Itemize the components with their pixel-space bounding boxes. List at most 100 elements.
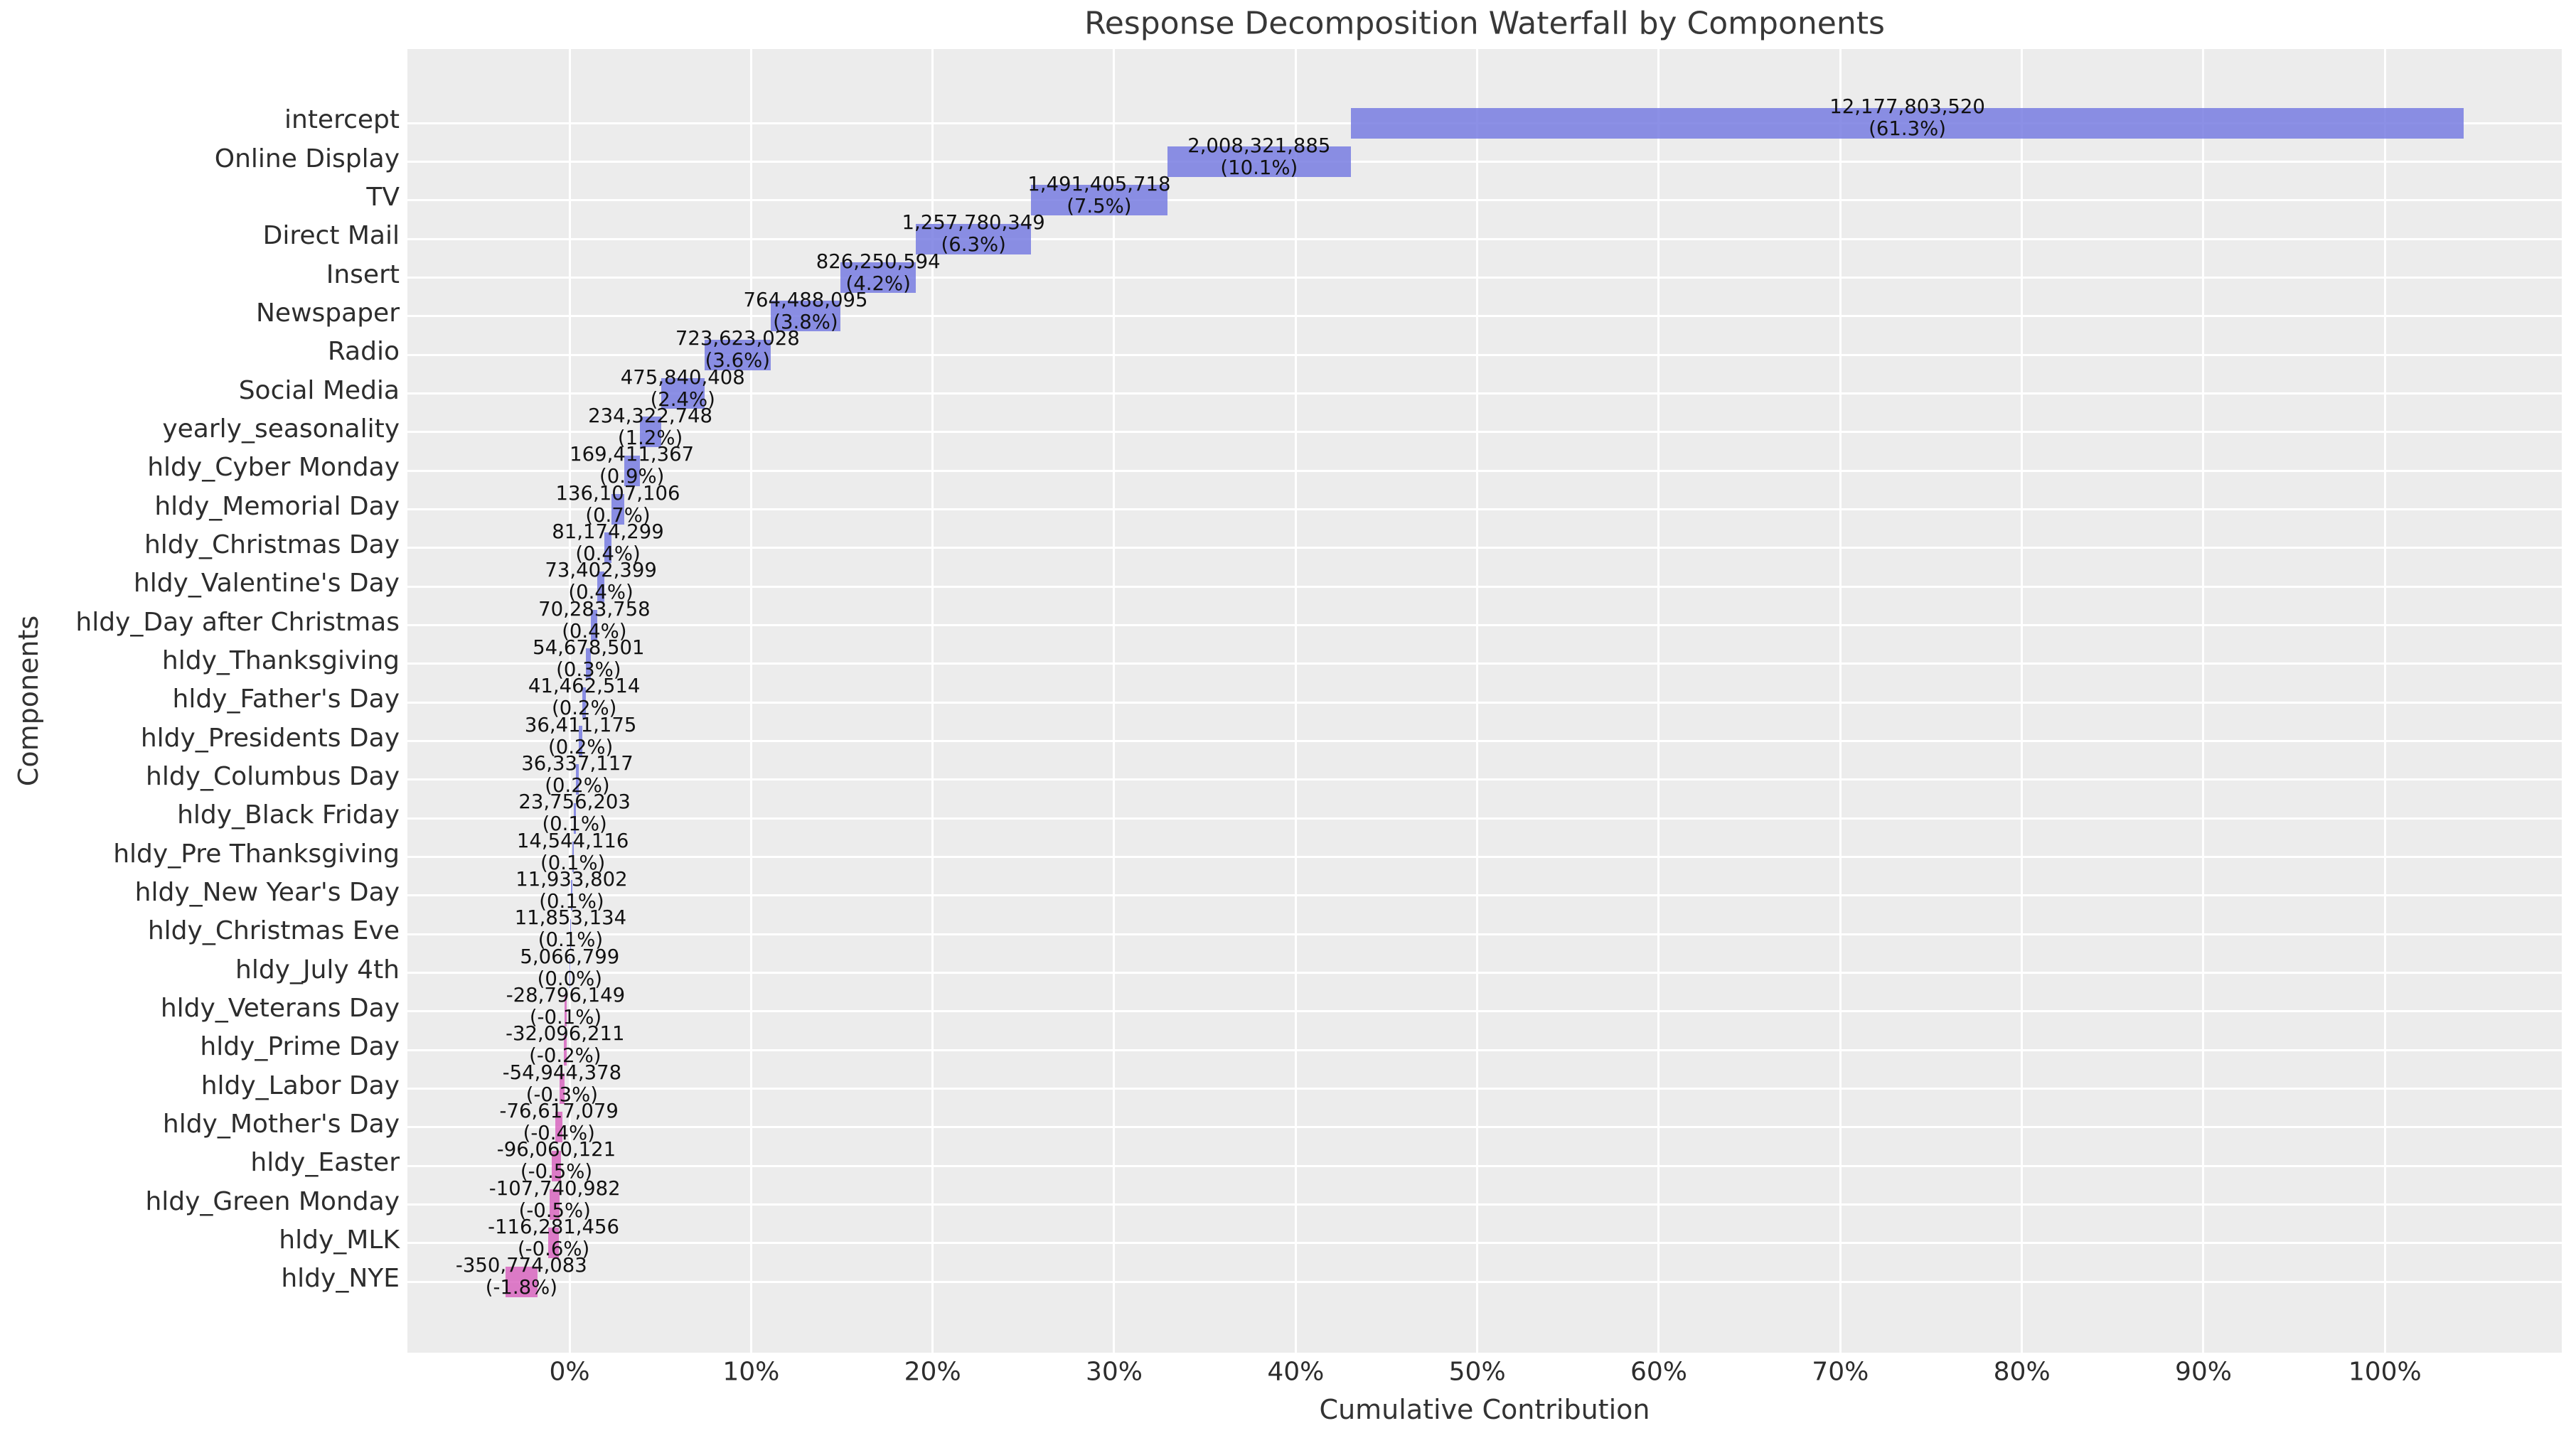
gridline-horizontal bbox=[407, 856, 2562, 859]
gridline-horizontal bbox=[407, 1126, 2562, 1129]
bar-percent-label: (0.1%) bbox=[542, 812, 607, 836]
waterfall-bar bbox=[916, 223, 1031, 254]
bar-annotation: 12,177,803,520 (61.3%) bbox=[1829, 96, 1985, 140]
y-tick-label: hldy_Memorial Day bbox=[154, 491, 400, 521]
waterfall-bar bbox=[639, 417, 661, 448]
y-tick-label: Newspaper bbox=[256, 298, 400, 328]
bar-annotation: 36,337,117 (0.2%) bbox=[521, 751, 634, 797]
bar-value-label: 36,411,175 bbox=[524, 713, 637, 736]
gridline-horizontal bbox=[407, 392, 2562, 395]
bar-annotation: 1,491,405,718 (7.5%) bbox=[1027, 173, 1170, 218]
gridline-horizontal bbox=[407, 1048, 2562, 1051]
x-tick-label: 90% bbox=[2174, 1357, 2232, 1387]
bar-value-label: 11,853,134 bbox=[514, 906, 627, 930]
y-tick-label: Insert bbox=[326, 259, 400, 289]
bar-percent-label: (0.3%) bbox=[556, 658, 621, 681]
bar-value-label: 169,411,367 bbox=[570, 443, 695, 466]
bar-percent-label: (0.9%) bbox=[599, 465, 665, 488]
gridline-horizontal bbox=[407, 933, 2562, 935]
bar-percent-label: (-0.4%) bbox=[523, 1121, 595, 1144]
gridline-horizontal bbox=[407, 431, 2562, 434]
gridline-vertical bbox=[1113, 49, 1116, 1353]
bar-value-label: 5,066,799 bbox=[520, 945, 620, 968]
bar-percent-label: (-1.8%) bbox=[485, 1276, 557, 1299]
bar-annotation: 73,402,399 (0.4%) bbox=[545, 559, 656, 603]
gridline-horizontal bbox=[407, 1203, 2562, 1206]
bar-percent-label: (-0.5%) bbox=[518, 1198, 591, 1222]
bar-percent-label: (0.7%) bbox=[585, 503, 651, 527]
bar-percent-label: (0.1%) bbox=[538, 928, 604, 952]
y-tick-label: hldy_Green Monday bbox=[145, 1186, 400, 1216]
y-tick-label: hldy_New Year's Day bbox=[134, 877, 400, 907]
x-tick-label: 100% bbox=[2348, 1357, 2422, 1387]
y-tick-label: hldy_Christmas Day bbox=[144, 530, 400, 559]
bar-value-label: 41,462,514 bbox=[528, 675, 641, 698]
y-tick-label: Direct Mail bbox=[262, 221, 400, 251]
bar-annotation: 23,756,203 (0.1%) bbox=[518, 791, 630, 835]
gridline-horizontal bbox=[407, 508, 2562, 511]
bar-value-label: 2,008,321,885 bbox=[1187, 134, 1331, 157]
waterfall-bar bbox=[572, 842, 574, 873]
bar-annotation: 723,623,028 (3.6%) bbox=[675, 328, 800, 372]
waterfall-bar bbox=[604, 532, 612, 564]
bar-annotation: 764,488,095 (3.8%) bbox=[743, 289, 867, 333]
y-tick-label: hldy_Pre Thanksgiving bbox=[113, 839, 400, 869]
bar-value-label: 36,337,117 bbox=[521, 751, 634, 775]
gridline-horizontal bbox=[407, 199, 2562, 202]
gridline-vertical bbox=[2202, 49, 2205, 1353]
y-tick-label: Radio bbox=[327, 337, 400, 367]
bar-annotation: -28,796,149 (-0.1%) bbox=[506, 984, 625, 1029]
bar-annotation: -96,060,121 (-0.5%) bbox=[497, 1139, 616, 1183]
bar-annotation: 70,283,758 (0.4%) bbox=[538, 597, 651, 643]
y-tick-label: hldy_Easter bbox=[250, 1148, 400, 1178]
gridline-horizontal bbox=[407, 894, 2562, 897]
y-tick-label: intercept bbox=[284, 105, 400, 135]
bar-annotation: -76,617,079 (-0.4%) bbox=[500, 1100, 619, 1144]
waterfall-bar bbox=[597, 571, 604, 602]
gridline-horizontal bbox=[407, 778, 2562, 781]
waterfall-bar bbox=[582, 687, 587, 718]
waterfall-bar bbox=[571, 880, 572, 911]
gridline-vertical bbox=[2021, 49, 2024, 1353]
bar-value-label: 73,402,399 bbox=[545, 559, 657, 582]
bar-percent-label: (0.2%) bbox=[547, 735, 614, 758]
gridline-vertical bbox=[1839, 49, 1842, 1353]
waterfall-bar bbox=[570, 918, 572, 950]
bar-annotation: 826,250,594 (4.2%) bbox=[816, 250, 941, 295]
bar-percent-label: (-0.6%) bbox=[517, 1237, 590, 1260]
gridline-horizontal bbox=[407, 1010, 2562, 1013]
gridline-vertical bbox=[1476, 49, 1479, 1353]
bar-value-label: -116,281,456 bbox=[488, 1215, 620, 1238]
waterfall-bar bbox=[770, 301, 841, 332]
y-tick-label: Social Media bbox=[238, 375, 400, 405]
waterfall-bar bbox=[555, 1112, 563, 1143]
bar-percent-label: (-0.5%) bbox=[520, 1160, 593, 1184]
x-tick-label: 50% bbox=[1448, 1357, 1506, 1387]
bar-percent-label: (1.2%) bbox=[617, 426, 683, 449]
bar-value-label: 81,174,299 bbox=[552, 520, 664, 543]
bar-annotation: 41,462,514 (0.2%) bbox=[528, 675, 640, 719]
chart-title: Response Decomposition Waterfall by Comp… bbox=[1084, 5, 1885, 42]
bar-annotation: 14,544,116 (0.1%) bbox=[517, 830, 629, 874]
bar-value-label: 70,283,758 bbox=[538, 597, 651, 621]
bar-value-label: 723,623,028 bbox=[675, 327, 800, 350]
waterfall-bar bbox=[550, 1189, 560, 1220]
gridline-horizontal bbox=[407, 1242, 2562, 1245]
y-tick-label: TV bbox=[366, 182, 400, 212]
waterfall-bar bbox=[579, 726, 582, 757]
y-tick-label: hldy_Cyber Monday bbox=[147, 453, 400, 483]
bar-percent-label: (4.2%) bbox=[845, 272, 911, 295]
bar-percent-label: (0.4%) bbox=[562, 619, 627, 643]
y-tick-label: hldy_July 4th bbox=[235, 955, 400, 984]
x-tick-label: 70% bbox=[1812, 1357, 1869, 1387]
bar-annotation: 169,411,367 (0.9%) bbox=[570, 444, 694, 488]
gridline-vertical bbox=[1657, 49, 1660, 1353]
bar-annotation: 234,322,748 (1.2%) bbox=[588, 404, 712, 449]
gridline-horizontal bbox=[407, 585, 2562, 588]
y-tick-label: hldy_MLK bbox=[279, 1225, 400, 1255]
waterfall-bar bbox=[704, 339, 771, 370]
waterfall-bar bbox=[564, 996, 567, 1027]
waterfall-bar bbox=[586, 648, 592, 680]
waterfall-bar bbox=[575, 764, 579, 795]
bar-percent-label: (0.2%) bbox=[545, 773, 610, 797]
